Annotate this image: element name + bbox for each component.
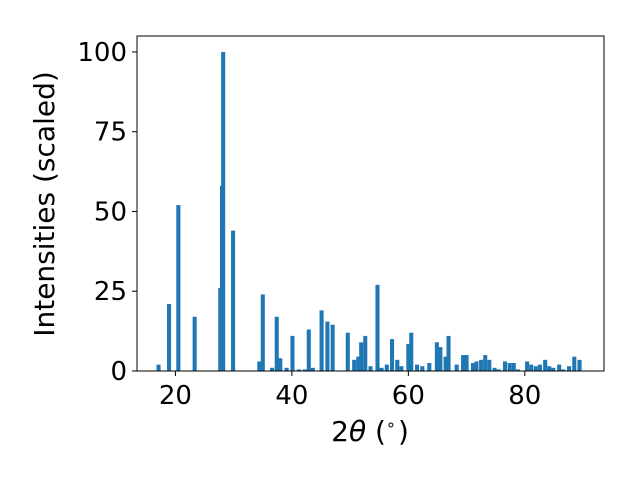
bar: [231, 230, 236, 371]
bar: [409, 332, 414, 371]
bar: [483, 355, 488, 371]
bar: [461, 355, 466, 371]
y-axis-ticks: 0 25 50 75 100: [77, 38, 137, 387]
bar: [284, 367, 289, 371]
bar: [166, 304, 172, 371]
bar: [260, 294, 265, 371]
bar: [454, 364, 459, 371]
bar: [567, 366, 572, 371]
x-axis-label-open: (: [366, 415, 386, 448]
bar: [529, 364, 534, 371]
bar: [176, 205, 181, 371]
bar: [356, 356, 361, 371]
bar: [572, 356, 577, 371]
bar: [543, 359, 548, 371]
bar: [296, 369, 301, 371]
y-tick-label: 75: [94, 118, 127, 148]
bar: [547, 366, 552, 371]
x-tick-label: 20: [159, 381, 192, 411]
y-axis-label: Intensities (scaled): [28, 71, 61, 337]
bar: [415, 364, 420, 371]
bar: [192, 316, 197, 371]
x-tick-label: 40: [275, 381, 308, 411]
bar: [427, 363, 432, 371]
bar: [434, 342, 439, 371]
x-axis-label-close: ): [398, 415, 409, 448]
bar: [420, 366, 425, 371]
bar: [375, 284, 380, 371]
bar: [274, 316, 279, 371]
bar: [319, 310, 324, 371]
bar: [515, 369, 520, 371]
y-tick-label: 25: [94, 277, 127, 307]
x-axis-label-theta: θ: [349, 415, 366, 448]
y-tick-label: 50: [94, 197, 127, 227]
bar: [474, 361, 479, 371]
x-axis-label-prefix: 2: [331, 415, 349, 448]
bar: [487, 359, 492, 371]
bar: [533, 366, 538, 371]
bar: [290, 335, 295, 371]
x-axis-label-degree: ∘: [386, 415, 396, 434]
bar: [306, 329, 311, 371]
bar: [330, 324, 335, 371]
bar: [302, 369, 307, 371]
bar: [557, 364, 562, 371]
bar: [577, 359, 582, 371]
bar: [537, 364, 542, 371]
bar: [345, 332, 350, 371]
bar: [270, 367, 275, 371]
bar: [352, 359, 357, 371]
bar: [390, 339, 395, 371]
x-tick-label: 80: [508, 381, 541, 411]
bar: [443, 356, 448, 371]
y-tick-label: 100: [77, 38, 127, 68]
x-tick-label: 60: [392, 381, 425, 411]
x-axis-label: 2θ (∘): [331, 415, 409, 448]
bar: [363, 335, 368, 371]
bar: [561, 369, 566, 371]
bar: [446, 335, 451, 371]
plot-frame: [136, 35, 605, 372]
bar: [221, 51, 226, 371]
bar: [496, 369, 501, 371]
bar: [257, 361, 262, 371]
bar: [384, 364, 389, 371]
bar: [551, 367, 556, 371]
bar: [399, 366, 404, 371]
bar: [507, 363, 512, 371]
bar: [395, 359, 400, 371]
bar: [492, 367, 497, 371]
bar: [479, 359, 484, 371]
bar: [379, 367, 384, 371]
bar: [325, 321, 330, 371]
x-axis-ticks: 20 40 60 80: [159, 371, 541, 411]
bar: [525, 361, 530, 371]
bar: [156, 364, 161, 371]
bar: [511, 363, 516, 371]
y-tick-label: 0: [110, 357, 127, 387]
bar: [470, 363, 476, 371]
bar: [278, 358, 283, 371]
bar: [464, 355, 469, 371]
bar: [359, 342, 364, 371]
bar: [368, 366, 373, 371]
bar: [406, 343, 411, 371]
bar: [310, 367, 315, 371]
bar: [438, 347, 443, 371]
bar-series: [156, 51, 582, 371]
bar: [502, 361, 508, 371]
